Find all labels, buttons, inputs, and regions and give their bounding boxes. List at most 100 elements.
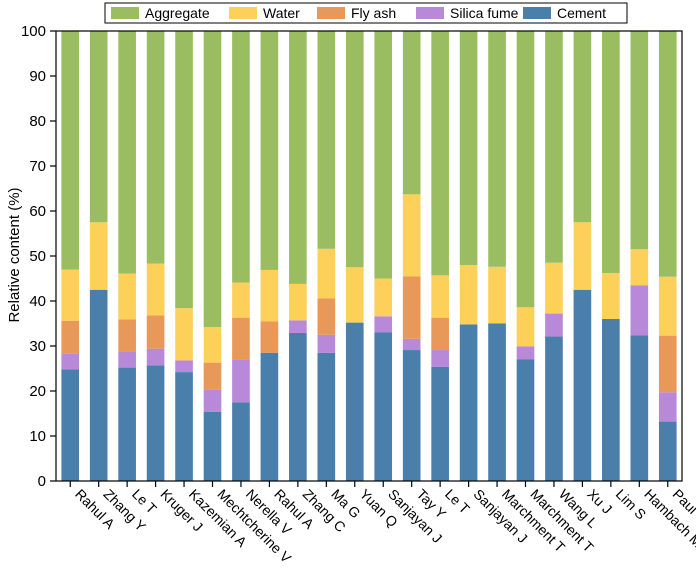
bar-segment-fly-ash xyxy=(61,320,80,354)
bar-segment-silica-fume xyxy=(630,285,649,336)
bar-segment-cement xyxy=(61,369,80,481)
bar-segment-water xyxy=(459,265,478,325)
bar-segment-cement xyxy=(516,359,535,481)
bar-segment-aggregate xyxy=(431,31,449,276)
bar-segment-water xyxy=(516,307,535,347)
y-tick-label: 40 xyxy=(29,293,46,310)
bar-segment-water xyxy=(317,248,336,299)
bar-segment-fly-ash xyxy=(146,315,165,349)
y-axis-title: Relative content (%) xyxy=(6,187,23,322)
bar-segment-aggregate xyxy=(374,31,393,279)
bar-segment-aggregate xyxy=(203,31,222,328)
bar-segment-cement xyxy=(488,323,506,481)
bar-segment-water xyxy=(374,278,393,317)
legend-swatch xyxy=(523,7,551,19)
legend: Aggregate Water Fly ash Silica fume Cement xyxy=(104,2,628,24)
bar-segment-fly-ash xyxy=(431,317,449,351)
bar-segment-water xyxy=(61,269,80,321)
y-tick-label: 80 xyxy=(29,113,46,130)
bar-segment-fly-ash xyxy=(260,321,279,353)
bar-segment-silica-fume xyxy=(431,350,449,367)
y-tick-label: 60 xyxy=(29,203,46,220)
bar-segment-cement xyxy=(630,335,649,481)
bar-segment-cement xyxy=(175,372,193,481)
bar-segment-water xyxy=(232,282,250,318)
bar-segment-water xyxy=(89,222,108,290)
bar-segment-fly-ash xyxy=(118,319,136,352)
bar-segment-aggregate xyxy=(345,31,364,268)
bar-segment-water xyxy=(573,222,592,290)
bar-segment-water xyxy=(488,266,506,324)
legend-swatch xyxy=(416,7,444,19)
bar-segment-aggregate xyxy=(602,31,620,274)
bar-segment-aggregate xyxy=(488,31,506,267)
bar-segment-water xyxy=(545,262,563,314)
x-tick-label: Lim S xyxy=(613,486,650,523)
bar-segment-cement xyxy=(289,332,307,481)
bar-segment-cement xyxy=(146,365,165,481)
bar-segment-silica-fume xyxy=(118,351,136,368)
bar-segment-cement xyxy=(345,322,364,481)
bar-segment-cement xyxy=(118,367,136,481)
bar-segment-cement xyxy=(658,421,677,481)
bar-segment-fly-ash xyxy=(317,298,336,335)
bar-segment-aggregate xyxy=(289,31,307,284)
bar-segment-fly-ash xyxy=(658,335,677,393)
bar-segment-aggregate xyxy=(630,31,649,250)
bar-segment-aggregate xyxy=(545,31,563,263)
bar-segment-fly-ash xyxy=(402,276,421,339)
legend-swatch xyxy=(317,7,345,19)
bar-segment-cement xyxy=(602,319,620,481)
bar-segment-aggregate xyxy=(459,31,478,265)
bar-segment-water xyxy=(602,273,620,319)
bar-segment-aggregate xyxy=(175,31,193,309)
bar-segment-fly-ash xyxy=(203,362,222,390)
bar-segment-silica-fume xyxy=(317,334,336,353)
bars xyxy=(61,31,677,481)
bar-segment-silica-fume xyxy=(402,338,421,351)
bar-segment-water xyxy=(260,269,279,322)
bar-segment-water xyxy=(146,263,165,316)
bar-segment-fly-ash xyxy=(232,317,250,360)
bar-segment-water xyxy=(289,283,307,321)
bar-segment-water xyxy=(431,275,449,318)
bar-segment-silica-fume xyxy=(516,346,535,360)
legend-label: Aggregate xyxy=(145,5,210,21)
bar-segment-silica-fume xyxy=(232,359,250,403)
legend-label: Silica fume xyxy=(450,5,519,21)
bar-segment-aggregate xyxy=(260,31,279,270)
y-tick-label: 30 xyxy=(29,338,46,355)
bar-segment-aggregate xyxy=(402,31,421,195)
legend-swatch xyxy=(229,7,257,19)
bar-segment-cement xyxy=(203,411,222,481)
legend-label: Fly ash xyxy=(351,5,396,21)
legend-label: Water xyxy=(263,5,300,21)
y-tick-label: 10 xyxy=(29,428,46,445)
bar-segment-aggregate xyxy=(317,31,336,249)
bar-segment-silica-fume xyxy=(203,389,222,412)
bar-segment-water xyxy=(118,273,136,320)
bar-segment-aggregate xyxy=(658,31,677,277)
bar-segment-cement xyxy=(260,352,279,481)
bar-segment-silica-fume xyxy=(175,360,193,373)
bar-segment-cement xyxy=(459,324,478,481)
bar-segment-water xyxy=(402,194,421,277)
y-tick-label: 90 xyxy=(29,68,46,85)
bar-segment-silica-fume xyxy=(545,313,563,337)
y-tick-label: 70 xyxy=(29,158,46,175)
bar-segment-water xyxy=(175,308,193,361)
bar-segment-water xyxy=(345,267,364,323)
bar-segment-aggregate xyxy=(232,31,250,283)
bar-segment-silica-fume xyxy=(658,392,677,422)
bar-segment-cement xyxy=(89,289,108,481)
y-tick-label: 20 xyxy=(29,383,46,400)
bar-segment-silica-fume xyxy=(146,348,165,366)
bar-segment-cement xyxy=(402,350,421,481)
bar-segment-aggregate xyxy=(573,31,592,223)
bar-segment-cement xyxy=(317,352,336,481)
bar-segment-water xyxy=(203,327,222,363)
legend-swatch xyxy=(111,7,139,19)
bar-segment-aggregate xyxy=(146,31,165,264)
bar-segment-cement xyxy=(374,332,393,481)
